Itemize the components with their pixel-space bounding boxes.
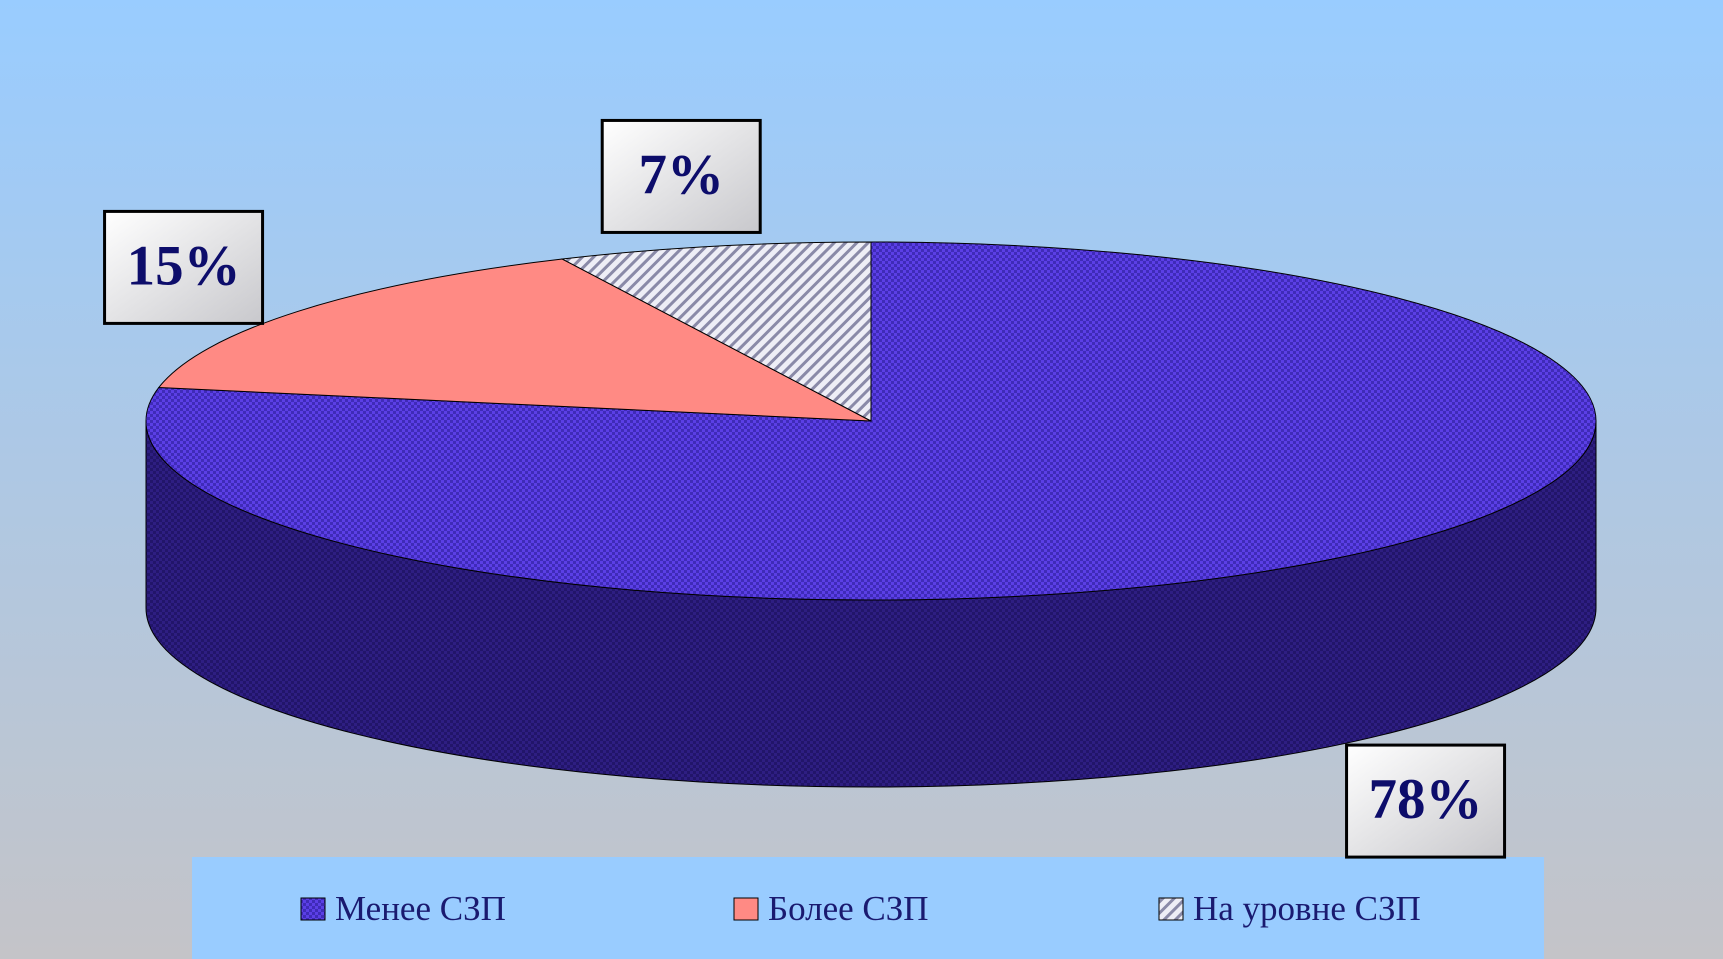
legend-box [192, 857, 1544, 959]
legend-swatch [1158, 897, 1184, 921]
data-label: 15% [127, 234, 241, 297]
legend-swatch [733, 897, 759, 921]
data-label: 78% [1369, 768, 1483, 831]
label-box [103, 209, 265, 325]
data-label: 7% [638, 144, 724, 207]
slice [560, 241, 872, 422]
legend-label: Менее СЗП [335, 889, 506, 928]
label-box [600, 118, 762, 234]
slice [157, 258, 872, 422]
legend-label: На уровне СЗП [1193, 889, 1421, 928]
legend-label: Более СЗП [768, 889, 929, 928]
legend-swatch [300, 897, 326, 921]
label-box [1345, 743, 1507, 859]
